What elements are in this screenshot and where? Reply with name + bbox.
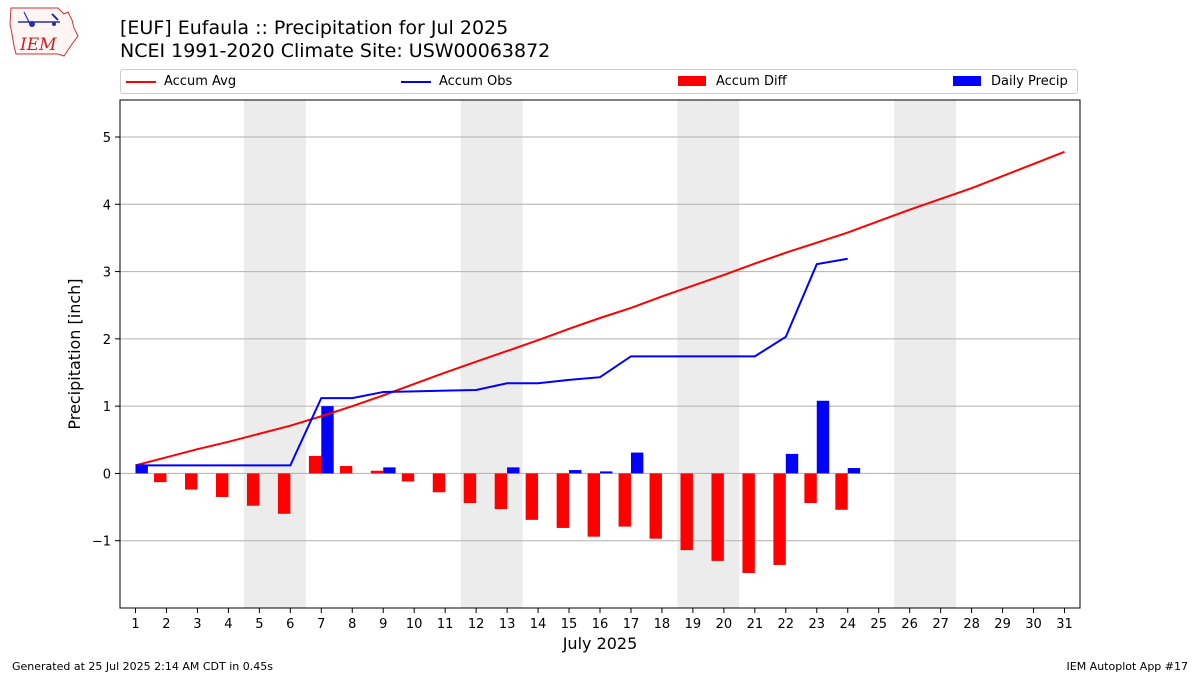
bar-accum-diff <box>308 455 322 474</box>
legend-swatch-accum-avg <box>126 81 156 83</box>
bars <box>123 400 861 574</box>
bar-daily-precip <box>816 400 830 474</box>
x-tick-label: 5 <box>255 617 263 632</box>
y-tick-label: 2 <box>103 333 111 348</box>
y-tick-label: 3 <box>103 266 111 281</box>
bar-accum-diff <box>711 473 724 561</box>
line-accum-avg <box>135 150 1065 467</box>
line-accum-obs <box>135 257 848 467</box>
bar-daily-precip <box>847 468 861 474</box>
logo-text: IEM <box>19 35 57 55</box>
chart-legend: Accum Avg Accum Obs Accum Diff Daily Pre… <box>120 69 1078 94</box>
y-tick-label: 5 <box>103 131 111 146</box>
y-ticks: −1 0 1 2 3 4 5 <box>92 131 120 550</box>
bar-accum-diff <box>185 473 198 490</box>
x-tick-label: 6 <box>286 617 294 632</box>
bar-accum-diff <box>216 473 229 497</box>
x-tick-label: 16 <box>592 617 609 632</box>
bar-daily-precip <box>135 465 148 474</box>
legend-label-daily-precip: Daily Precip <box>991 74 1068 89</box>
bar-accum-diff <box>432 473 446 493</box>
x-tick-label: 24 <box>839 617 856 632</box>
x-tick-label: 13 <box>499 617 516 632</box>
bar-daily-precip <box>569 470 582 474</box>
footer-generated: Generated at 25 Jul 2025 2:14 AM CDT in … <box>12 660 273 673</box>
bar-accum-diff <box>773 473 786 565</box>
bar-accum-diff <box>401 473 415 482</box>
x-tick-label: 23 <box>809 617 826 632</box>
bar-daily-precip <box>785 453 799 474</box>
x-tick-label: 11 <box>437 617 454 632</box>
lines <box>135 150 1065 467</box>
y-axis-label: Precipitation [inch] <box>65 278 84 429</box>
bar-accum-diff <box>742 473 755 574</box>
x-tick-label: 14 <box>530 617 547 632</box>
bar-accum-diff <box>339 466 353 474</box>
chart-title: [EUF] Eufaula :: Precipitation for Jul 2… <box>120 17 509 39</box>
weekend-band <box>894 100 957 608</box>
x-axis-label: July 2025 <box>562 634 638 653</box>
legend-swatch-daily-precip <box>953 76 981 86</box>
x-tick-label: 25 <box>870 617 887 632</box>
x-tick-label: 29 <box>994 617 1011 632</box>
x-tick-label: 18 <box>654 617 671 632</box>
legend-label-accum-obs: Accum Obs <box>439 74 513 89</box>
x-tick-label: 4 <box>224 617 232 632</box>
bar-daily-precip <box>507 467 520 474</box>
x-ticks: 1 2 3 4 5 6 7 8 9 10 11 12 13 14 15 16 17 18 19 20 21 22 23 24 2… <box>131 608 1073 632</box>
weekend-band <box>243 100 306 608</box>
bar-accum-diff <box>587 473 600 537</box>
x-tick-label: 21 <box>747 617 764 632</box>
bar-accum-diff <box>680 473 693 551</box>
x-tick-label: 17 <box>623 617 640 632</box>
bar-accum-diff <box>618 473 631 527</box>
x-tick-label: 28 <box>963 617 980 632</box>
bar-accum-diff <box>494 473 508 510</box>
x-tick-label: 30 <box>1025 617 1042 632</box>
x-tick-label: 1 <box>131 617 139 632</box>
x-tick-label: 19 <box>685 617 702 632</box>
footer-app: IEM Autoplot App #17 <box>1066 660 1189 673</box>
weekend-shading <box>243 100 957 608</box>
legend-label-accum-diff: Accum Diff <box>716 74 787 89</box>
bar-accum-diff <box>804 473 817 504</box>
bar-daily-precip <box>321 406 334 474</box>
bar-accum-diff <box>835 473 848 510</box>
chart-subtitle: NCEI 1991-2020 Climate Site: USW00063872 <box>120 40 551 62</box>
y-tick-label: 0 <box>103 467 111 482</box>
x-tick-label: 3 <box>193 617 201 632</box>
y-tick-label: 1 <box>103 400 111 415</box>
bar-accum-diff <box>370 470 384 474</box>
bar-daily-precip <box>630 452 644 474</box>
x-tick-label: 2 <box>162 617 170 632</box>
bar-accum-diff <box>246 473 260 506</box>
legend-swatch-accum-obs <box>401 81 431 83</box>
bar-daily-precip <box>600 471 613 474</box>
y-tick-label: 4 <box>103 198 111 213</box>
x-tick-label: 9 <box>379 617 387 632</box>
y-tick-label: −1 <box>92 535 111 550</box>
iem-logo: IEM <box>8 6 80 58</box>
legend-label-accum-avg: Accum Avg <box>164 74 237 89</box>
bar-accum-diff <box>154 473 167 483</box>
x-tick-label: 31 <box>1056 617 1073 632</box>
x-tick-label: 20 <box>716 617 733 632</box>
legend-swatch-accum-diff <box>678 76 706 86</box>
bar-daily-precip <box>383 467 396 474</box>
x-tick-label: 12 <box>468 617 485 632</box>
bar-accum-diff <box>556 473 570 528</box>
x-tick-label: 27 <box>932 617 949 632</box>
x-tick-label: 7 <box>317 617 325 632</box>
x-tick-label: 15 <box>561 617 578 632</box>
bar-accum-diff <box>277 473 291 514</box>
bar-accum-diff <box>649 473 662 539</box>
bar-accum-diff <box>525 473 539 520</box>
weekend-band <box>460 100 523 608</box>
x-tick-label: 26 <box>901 617 918 632</box>
x-tick-label: 10 <box>406 617 423 632</box>
x-tick-label: 8 <box>348 617 356 632</box>
x-tick-label: 22 <box>778 617 795 632</box>
bar-accum-diff <box>463 473 477 504</box>
